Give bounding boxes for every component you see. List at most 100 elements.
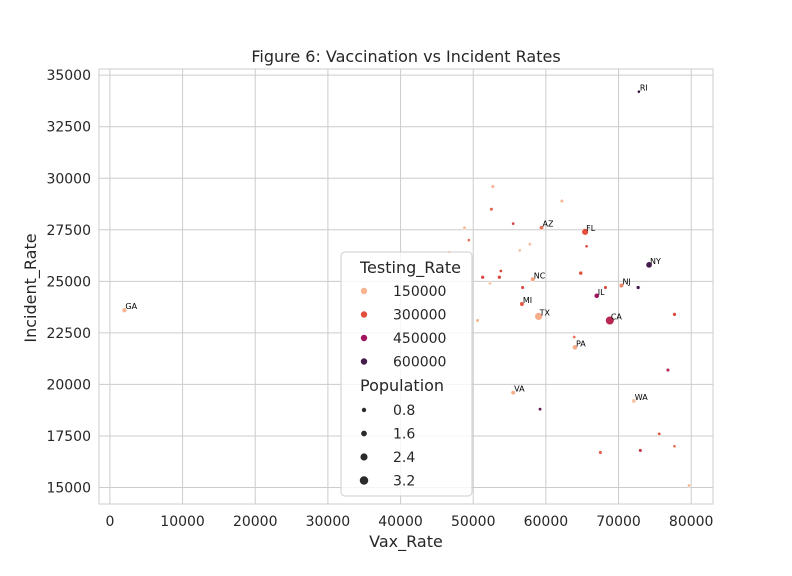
- data-point: [487, 281, 492, 286]
- legend-size-marker: [359, 476, 369, 485]
- point-label: IL: [598, 288, 605, 297]
- legend-hue-marker: [360, 311, 368, 318]
- data-point: [631, 398, 637, 404]
- y-tick-label: 30000: [46, 171, 91, 187]
- data-point: [527, 242, 532, 247]
- data-point: [593, 292, 600, 299]
- point-label: PA: [576, 339, 586, 348]
- data-point: [687, 483, 691, 488]
- data-point: [657, 431, 662, 436]
- chart-title: Figure 6: Vaccination vs Incident Rates: [251, 47, 560, 66]
- y-tick-label: 27500: [46, 223, 91, 239]
- point-label: VA: [514, 385, 525, 394]
- data-point: [572, 335, 577, 339]
- point-label: WA: [635, 393, 648, 402]
- data-point: [121, 307, 128, 313]
- point-label: RI: [640, 84, 648, 93]
- legend: Testing_Rate 150000 300000 450000 600000 Po…: [340, 251, 473, 497]
- x-tick-label: 60000: [524, 514, 569, 530]
- point-label: AZ: [543, 220, 554, 229]
- point-label: NY: [650, 257, 661, 266]
- y-tick-label: 22500: [46, 326, 91, 342]
- data-point: [520, 285, 525, 290]
- data-points: [121, 89, 691, 488]
- x-tick-label: 20000: [233, 514, 278, 530]
- data-point: [603, 285, 608, 290]
- data-point: [672, 444, 677, 449]
- data-point: [480, 274, 485, 280]
- plot-frame: [98, 68, 714, 505]
- point-label: CA: [611, 313, 623, 322]
- data-point: [490, 184, 495, 189]
- data-point: [497, 274, 502, 280]
- legend-hue-marker: [360, 334, 368, 342]
- x-tick-label: 40000: [378, 514, 423, 530]
- data-point: [618, 282, 625, 289]
- data-point: [581, 228, 589, 236]
- x-tick-label: 50000: [451, 514, 496, 530]
- data-point: [498, 269, 503, 274]
- data-point: [519, 301, 525, 307]
- data-point: [511, 221, 516, 226]
- point-label: NC: [534, 271, 546, 280]
- data-point: [530, 276, 536, 282]
- legend-size-label: 2.4: [393, 450, 415, 466]
- x-tick-label: 10000: [160, 514, 205, 530]
- data-point: [489, 207, 494, 212]
- legend-size-label: 0.8: [393, 403, 415, 419]
- y-axis-title: Incident_Rate: [21, 233, 41, 342]
- data-point: [636, 89, 641, 94]
- data-point: [572, 344, 578, 351]
- x-axis-title: Vax_Rate: [369, 532, 443, 552]
- data-point: [605, 315, 615, 326]
- data-point: [510, 390, 516, 396]
- data-point: [672, 312, 677, 317]
- y-tick-label: 20000: [46, 377, 91, 393]
- legend-hue-label: 300000: [393, 308, 446, 324]
- data-point: [598, 450, 603, 455]
- legend-hue-marker: [360, 287, 368, 295]
- data-point: [534, 312, 543, 321]
- data-point: [578, 270, 584, 276]
- legend-size-marker: [361, 430, 367, 437]
- y-tick-label: 17500: [46, 429, 91, 445]
- legend-hue-title: Testing_Rate: [359, 258, 461, 278]
- point-label: FL: [586, 224, 596, 233]
- point-label: GA: [125, 302, 137, 311]
- x-tick-label: 80000: [669, 514, 714, 530]
- legend-size-title: Population: [360, 376, 444, 395]
- data-point: [462, 225, 467, 230]
- data-point: [517, 248, 522, 253]
- y-tick-label: 35000: [46, 68, 91, 84]
- y-tick-label: 32500: [46, 120, 91, 136]
- point-label: NJ: [622, 277, 630, 286]
- legend-size-entries: 0.8 1.6 2.4 3.2: [359, 403, 415, 490]
- data-point: [665, 367, 671, 373]
- x-axis-tick-labels: 0 10000 20000 30000 40000 50000 60000 70000 8000…: [105, 514, 713, 530]
- y-axis-tick-labels: 15000 17500 20000 22500 25000 27500 30000 32500…: [46, 68, 91, 496]
- legend-box: [340, 251, 473, 497]
- legend-size-label: 3.2: [393, 474, 415, 490]
- y-tick-label: 25000: [46, 274, 91, 290]
- point-label: MI: [523, 296, 532, 305]
- legend-size-marker: [360, 453, 368, 461]
- legend-hue-label: 450000: [393, 331, 446, 347]
- x-tick-label: 30000: [306, 514, 351, 530]
- data-point: [638, 448, 643, 453]
- legend-hue-entries: 150000 300000 450000 600000: [360, 284, 446, 371]
- legend-size-marker: [361, 407, 367, 413]
- legend-size-label: 1.6: [393, 427, 415, 443]
- data-point: [635, 285, 641, 290]
- x-tick-label: 0: [105, 514, 114, 530]
- data-point: [538, 407, 543, 412]
- y-tick-label: 15000: [46, 481, 91, 497]
- x-tick-label: 70000: [596, 514, 641, 530]
- data-point: [645, 261, 653, 269]
- data-point: [559, 198, 564, 204]
- data-point: [539, 225, 545, 231]
- data-point: [466, 238, 471, 243]
- point-label: TX: [539, 308, 551, 317]
- data-point-labels: RI GA AZ FL NY NC NJ IL MI TX CA PA VA WA: [125, 84, 661, 402]
- data-point: [475, 318, 480, 323]
